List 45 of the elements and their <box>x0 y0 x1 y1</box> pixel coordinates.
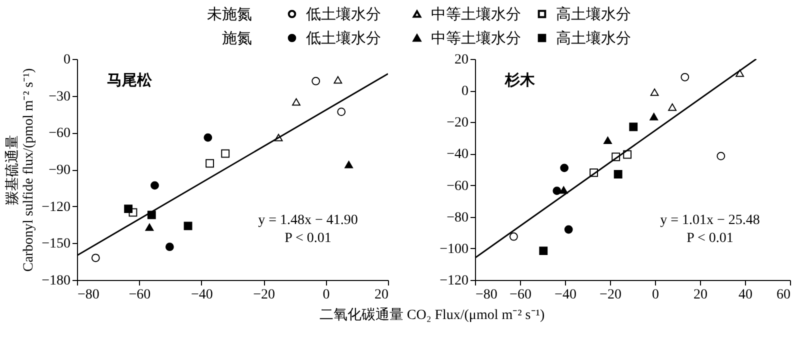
text: 未施氮 <box>207 6 252 23</box>
annotation: P < 0.01 <box>284 231 332 246</box>
x-tick-label: −80 <box>476 288 498 302</box>
y-tick-label: −60 <box>48 126 70 142</box>
y-tick-label: 0 <box>64 52 70 68</box>
y-tick-label: −80 <box>446 210 468 226</box>
x-tick-label: −20 <box>253 288 276 302</box>
y-tick-label: −60 <box>446 178 468 194</box>
legend-label: 高土壤水分 <box>556 6 631 23</box>
legend-label: 中等土壤水分 <box>431 30 521 47</box>
text: 施氮 <box>222 30 252 47</box>
legend-label: 中等土壤水分 <box>431 6 521 23</box>
text: 马尾松 <box>107 72 153 89</box>
y-tick-label: −120 <box>440 274 468 288</box>
x-tick-label: −60 <box>510 288 532 302</box>
y-tick-label: 20 <box>454 52 468 68</box>
annotation: P < 0.01 <box>686 231 734 246</box>
x-tick-label: 20 <box>374 288 388 302</box>
legend-label: 低土壤水分 <box>306 30 381 47</box>
y-tick-label: −180 <box>42 274 70 288</box>
x-tick-label: 0 <box>322 288 330 302</box>
x-tick-label: 20 <box>694 288 708 302</box>
x-tick-label: −40 <box>554 288 576 302</box>
y-axis-title: 羰基硫通量 Carbonyl sulfide flux/(pmol m⁻² s⁻¹) <box>4 68 37 272</box>
x-tick-label: −20 <box>600 288 622 302</box>
y-tick-label: −150 <box>42 236 70 252</box>
x-tick-label: 60 <box>776 288 790 302</box>
text: 杉木 <box>504 72 536 89</box>
y-tick-label: −40 <box>446 147 468 162</box>
y-tick-label: −20 <box>446 116 468 131</box>
annotation: y = 1.01x − 25.48 <box>660 213 760 228</box>
y-tick-label: −100 <box>440 242 468 257</box>
x-axis-title: 二氧化碳通量 CO₂ Flux/(μmol m⁻² s⁻¹) <box>319 307 545 323</box>
y-tick-label: −120 <box>42 200 70 215</box>
x-tick-label: −40 <box>190 288 213 302</box>
x-tick-label: −60 <box>128 288 151 302</box>
y-tick-label: 0 <box>462 84 468 100</box>
legend-label: 低土壤水分 <box>306 6 381 23</box>
y-tick-label: −90 <box>48 163 70 178</box>
x-tick-label: −80 <box>78 288 100 302</box>
y-tick-label: −30 <box>48 89 70 104</box>
annotation: y = 1.48x − 41.90 <box>258 213 358 228</box>
x-tick-label: 0 <box>652 288 659 302</box>
x-tick-label: 40 <box>738 288 752 302</box>
legend-label: 高土壤水分 <box>556 30 631 47</box>
